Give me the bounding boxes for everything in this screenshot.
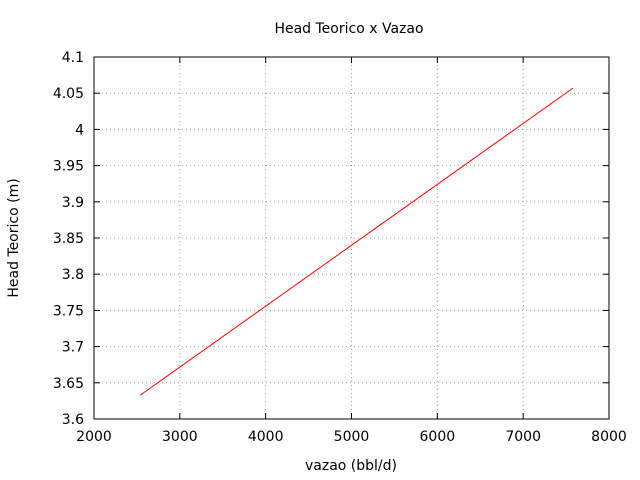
x-tick-label: 2000 [76, 429, 112, 445]
y-tick-label: 3.65 [53, 376, 84, 392]
y-tick-label: 4.1 [62, 50, 84, 66]
y-axis-label: Head Teorico (m) [6, 178, 22, 297]
series-layer [140, 87, 574, 396]
x-tick-label: 8000 [591, 429, 627, 445]
x-tick-label: 5000 [334, 429, 370, 445]
x-tick-label: 6000 [420, 429, 456, 445]
y-tick-label: 4 [75, 122, 84, 138]
x-axis: 2000 3000 4000 5000 6000 7000 8000 [76, 57, 627, 445]
y-tick-label: 3.8 [62, 267, 84, 283]
x-axis-label: vazao (bbl/d) [305, 458, 397, 474]
x-tick-label: 7000 [505, 429, 541, 445]
x-tick-label: 3000 [162, 429, 198, 445]
y-tick-label: 3.85 [53, 231, 84, 247]
grid [94, 57, 609, 419]
y-tick-label: 3.7 [62, 340, 84, 356]
y-tick-label: 3.95 [53, 159, 84, 175]
chart-title: Head Teorico x Vazao [274, 21, 423, 37]
y-tick-label: 3.9 [62, 195, 84, 211]
y-tick-label: 3.6 [62, 412, 84, 428]
y-axis: 3.6 3.65 3.7 3.75 3.8 3.85 3.9 3.95 4 4.05 4.1 [53, 50, 609, 428]
y-tick-label: 3.75 [53, 303, 84, 319]
series-line [140, 87, 574, 396]
x-tick-label: 4000 [248, 429, 284, 445]
y-tick-label: 4.05 [53, 86, 84, 102]
